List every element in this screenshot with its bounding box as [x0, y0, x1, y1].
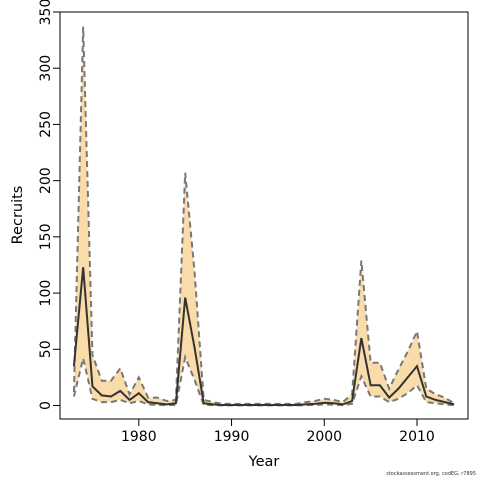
- x-axis: 1980 1990 2000 2010: [121, 419, 435, 445]
- y-axis: 0 50 100 150 200 250 300 350: [38, 0, 60, 410]
- x-axis-title: Year: [248, 454, 280, 470]
- x-tick-label-2000: 2000: [306, 429, 342, 445]
- y-tick-label-350: 350: [38, 0, 54, 25]
- y-tick-label-150: 150: [38, 223, 54, 250]
- y-tick-label-100: 100: [38, 280, 54, 307]
- upper-bound-line: [72, 26, 455, 405]
- plot-frame: [59, 11, 469, 420]
- x-tick-label-1980: 1980: [121, 429, 157, 445]
- x-tick-label-2010: 2010: [399, 429, 435, 445]
- confidence-bounds: [72, 26, 455, 407]
- y-tick-label-300: 300: [38, 55, 54, 82]
- footer-credit: stockassessment.org, codEG, r7895: [386, 471, 476, 477]
- y-tick-label-250: 250: [38, 111, 54, 138]
- x-tick-label-1990: 1990: [214, 429, 250, 445]
- y-axis-title: Recruits: [10, 186, 26, 245]
- confidence-band: [73, 26, 455, 406]
- y-tick-label-200: 200: [38, 167, 54, 194]
- y-tick-label-0: 0: [38, 401, 54, 410]
- confidence-band-area: [73, 26, 455, 406]
- y-tick-label-50: 50: [38, 340, 54, 358]
- recruits-estimate-line: [72, 267, 455, 406]
- estimate-line: [72, 267, 455, 406]
